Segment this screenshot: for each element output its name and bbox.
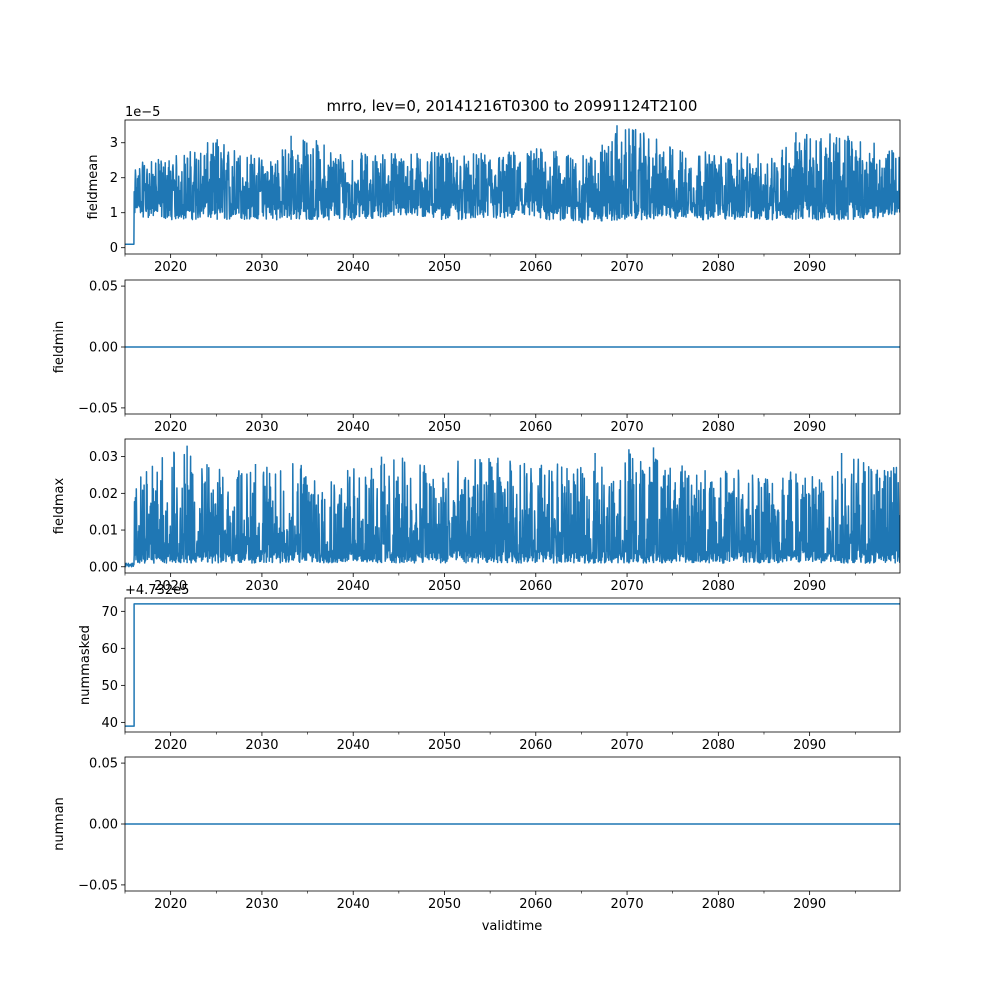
x-tick-label: 2070 xyxy=(611,420,644,435)
x-tick-label: 2090 xyxy=(793,738,826,753)
subplot-numnan: 2020 2030 2040 2050 2060 2070 2080 2090 −0.05 0.0… xyxy=(52,757,901,912)
x-tick-label: 2030 xyxy=(245,579,278,594)
x-tick-label: 2090 xyxy=(793,420,826,435)
x-tick-label: 2050 xyxy=(428,260,461,275)
x-tick-label: 2090 xyxy=(793,260,826,275)
y-tick-label: 0.00 xyxy=(89,341,118,356)
x-tick-label: 2050 xyxy=(428,420,461,435)
x-tick-label: 2030 xyxy=(245,420,278,435)
x-tick-label: 2030 xyxy=(245,897,278,912)
y-tick-label: 0.00 xyxy=(89,560,118,575)
y-tick-label: 0.05 xyxy=(89,280,118,295)
y-tick-label: 2 xyxy=(110,171,118,186)
x-tick-label: 2080 xyxy=(702,738,735,753)
x-tick-label: 2080 xyxy=(702,897,735,912)
subplot-fieldmin: 2020 2030 2040 2050 2060 2070 2080 2090 −0.05 0.0… xyxy=(52,280,901,435)
series-line-0 xyxy=(125,125,900,245)
subplot-fieldmax: 2020 2030 2040 2050 2060 2070 2080 2090 0.00 0.01… xyxy=(52,438,901,594)
series-line-0 xyxy=(125,603,900,727)
x-tick-label: 2040 xyxy=(337,738,370,753)
subplot-nummasked: 2020 2030 2040 2050 2060 2070 2080 2090 40 50 60 70… xyxy=(78,583,901,753)
y-tick-label: 0.03 xyxy=(89,450,118,465)
y-tick-label: 0.05 xyxy=(89,757,118,772)
x-tick-label: 2080 xyxy=(702,579,735,594)
x-tick-label: 2040 xyxy=(337,897,370,912)
subplots: 2020 2030 2040 2050 2060 2070 2080 2090 0 1 2 3 fiel… xyxy=(52,105,901,912)
x-tick-label: 2060 xyxy=(519,897,552,912)
axes-frame xyxy=(124,597,901,733)
y-tick-label: −0.05 xyxy=(78,878,118,893)
x-tick-label: 2050 xyxy=(428,738,461,753)
y-tick-label: −0.05 xyxy=(78,401,118,416)
y-tick-label: 70 xyxy=(101,605,118,620)
x-tick-label: 2090 xyxy=(793,579,826,594)
series-line-0 xyxy=(125,445,900,568)
y-axis-label: nummasked xyxy=(78,625,93,705)
y-axis-label: numnan xyxy=(52,797,67,851)
y-axis-label: fieldmin xyxy=(52,321,67,374)
offset-text: +4.732e5 xyxy=(125,583,189,598)
x-tick-label: 2060 xyxy=(519,579,552,594)
x-tick-label: 2060 xyxy=(519,420,552,435)
y-axis-label: fieldmean xyxy=(86,155,101,220)
y-tick-label: 0.02 xyxy=(89,487,118,502)
x-tick-label: 2070 xyxy=(611,260,644,275)
subplot-fieldmean: 2020 2030 2040 2050 2060 2070 2080 2090 0 1 2 3 fiel… xyxy=(86,105,901,275)
y-tick-label: 40 xyxy=(101,716,118,731)
y-tick-label: 1 xyxy=(110,206,118,221)
x-tick-label: 2020 xyxy=(154,420,187,435)
x-tick-label: 2040 xyxy=(337,260,370,275)
x-tick-label: 2020 xyxy=(154,260,187,275)
y-tick-label: 50 xyxy=(101,679,118,694)
x-tick-label: 2070 xyxy=(611,897,644,912)
series-group xyxy=(125,603,900,727)
x-tick-label: 2050 xyxy=(428,897,461,912)
axes-frame xyxy=(124,438,901,574)
y-tick-label: 60 xyxy=(101,642,118,657)
y-tick-label: 0 xyxy=(110,241,118,256)
series-group xyxy=(125,445,900,568)
x-tick-label: 2090 xyxy=(793,897,826,912)
x-tick-label: 2080 xyxy=(702,420,735,435)
x-tick-label: 2030 xyxy=(245,738,278,753)
x-tick-label: 2050 xyxy=(428,579,461,594)
x-tick-label: 2080 xyxy=(702,260,735,275)
y-tick-label: 3 xyxy=(110,136,118,151)
x-tick-label: 2020 xyxy=(154,897,187,912)
x-tick-label: 2040 xyxy=(337,420,370,435)
x-tick-label: 2060 xyxy=(519,738,552,753)
series-group xyxy=(125,125,900,245)
x-tick-label: 2040 xyxy=(337,579,370,594)
offset-text: 1e−5 xyxy=(125,105,160,120)
y-tick-label: 0.01 xyxy=(89,524,118,539)
x-tick-label: 2020 xyxy=(154,579,187,594)
y-axis-label: fieldmax xyxy=(52,478,67,535)
x-tick-label: 2070 xyxy=(611,579,644,594)
y-tick-label: 0.00 xyxy=(89,818,118,833)
axes-frame xyxy=(124,119,901,255)
x-axis-label: validtime xyxy=(482,919,543,934)
figure-title: mrro, lev=0, 20141216T0300 to 20991124T2… xyxy=(327,97,698,115)
x-tick-label: 2030 xyxy=(245,260,278,275)
x-tick-label: 2020 xyxy=(154,738,187,753)
x-tick-label: 2060 xyxy=(519,260,552,275)
x-tick-label: 2070 xyxy=(611,738,644,753)
